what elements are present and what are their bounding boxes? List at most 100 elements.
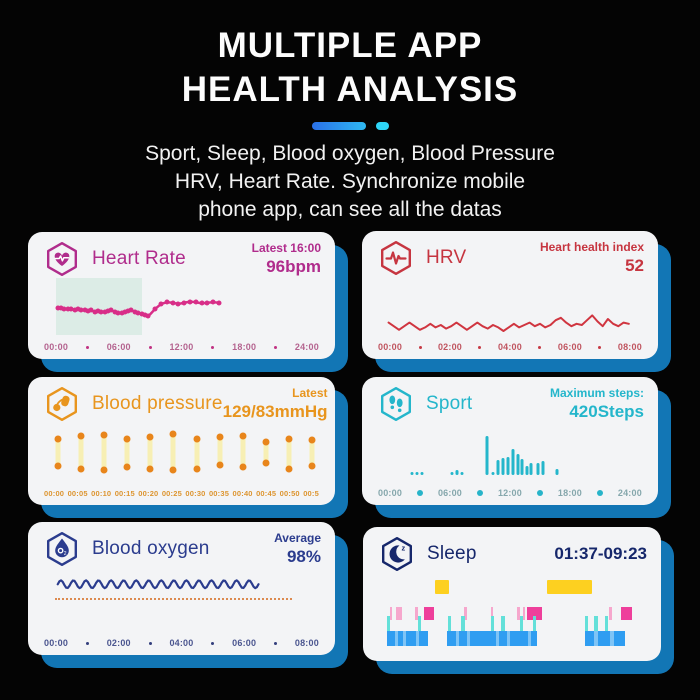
- axis-label: 00:05: [67, 488, 88, 498]
- axis-label: 00:00: [44, 342, 69, 352]
- subtitle-line1: Sport, Sleep, Blood oxygen, Blood Pressu…: [145, 142, 555, 165]
- heart-rate-dot: [88, 307, 94, 313]
- heart-rate-dot: [95, 308, 101, 314]
- heart-rate-dot: [142, 312, 148, 318]
- card-header: Sport Maximum steps: 420Steps: [378, 385, 644, 423]
- card-header: z Sleep 01:37-09:23: [379, 535, 647, 573]
- heart-rate-dot: [78, 307, 84, 313]
- bp-range-bar: [147, 437, 153, 469]
- card-title: Heart Rate: [92, 248, 186, 269]
- bp-dot: [239, 463, 247, 471]
- hrv-icon: [378, 240, 414, 276]
- axis-separator-dot: [476, 490, 483, 496]
- sport-bar: [511, 449, 515, 475]
- axis-label: 00:00: [378, 488, 403, 498]
- heart-rate-dot: [72, 307, 78, 313]
- sleep-deep-streak: [610, 630, 614, 647]
- axis-label: 04:00: [497, 342, 522, 352]
- heart-rate-dot: [68, 306, 74, 312]
- svg-text:2: 2: [64, 551, 67, 557]
- bp-dot: [216, 461, 224, 469]
- heart-rate-dot: [112, 309, 118, 315]
- axis-label: 00:20: [138, 488, 159, 498]
- sleep-deep-streak: [394, 630, 399, 647]
- card-header: 2 Blood oxygen Average 98%: [44, 530, 321, 568]
- underline-bar: [311, 122, 366, 130]
- sleep-rem-block: [621, 606, 632, 620]
- bp-dot: [146, 465, 154, 473]
- header: MULTIPLE APP HEALTH ANALYSIS Sport, Slee…: [0, 24, 700, 224]
- sleep-rem-block: [522, 606, 526, 620]
- heart-rate-dot: [132, 309, 138, 315]
- sport-bar: [541, 460, 545, 475]
- bp-dot: [285, 435, 293, 443]
- axis-label: 08:00: [617, 342, 642, 352]
- sleep-awake-block: [434, 580, 450, 595]
- heart-rate-dot: [105, 308, 111, 314]
- heart-rate-dot: [164, 299, 170, 305]
- stat-value: 01:37-09:23: [554, 544, 647, 564]
- axis-label: 00:40: [232, 488, 253, 498]
- heart-rate-dot: [92, 309, 98, 315]
- sleep-light-line: [533, 615, 537, 634]
- page-title-line1: MULTIPLE APP: [217, 26, 483, 65]
- axis-label: 24:00: [617, 488, 642, 498]
- sleep-light-line: [386, 615, 391, 634]
- stat-label: Maximum steps:: [549, 385, 644, 400]
- axis-label: 12:00: [497, 488, 522, 498]
- sport-bar: [520, 459, 524, 475]
- axis-separator-dot: [211, 641, 215, 645]
- sport-bar: [455, 470, 459, 475]
- bp-dot: [193, 435, 201, 443]
- sport-bar: [450, 472, 454, 475]
- stat-label: Average: [274, 530, 321, 545]
- bp-range-bar: [263, 442, 269, 463]
- sleep-light-line: [585, 615, 589, 634]
- axis-label: 00:00: [378, 342, 403, 352]
- sleep-icon: z: [379, 536, 415, 572]
- hrv-axis: 00:00 02:00 04:00 06:00 08:00: [378, 341, 642, 353]
- bp-dot: [100, 466, 108, 474]
- hrv-chart: [378, 277, 642, 337]
- sleep-deep-block: [386, 630, 429, 647]
- heart-rate-dot: [216, 300, 222, 306]
- axis-label: 00:00: [44, 638, 69, 648]
- subtitle-line2: HRV, Heart Rate. Synchronize mobile: [174, 170, 526, 193]
- card-header: Heart Rate Latest 16:00 96bpm: [44, 240, 321, 278]
- bp-dot: [285, 465, 293, 473]
- sport-bar: [516, 453, 520, 475]
- bp-dot: [123, 435, 131, 443]
- blood-pressure-axis: 00:00 00:05 00:10 00:15 00:20 00:25 00:30 00:35…: [44, 487, 319, 499]
- axis-label: 00:5: [303, 488, 319, 498]
- axis-separator-dot: [148, 641, 152, 645]
- axis-label: 04:00: [169, 638, 194, 648]
- heart-rate-dot: [204, 300, 210, 306]
- heart-rate-dot: [115, 310, 121, 316]
- heart-rate-dot: [135, 310, 141, 316]
- heart-rate-dot: [193, 299, 199, 305]
- sleep-deep-block: [585, 630, 626, 647]
- bp-range-bar: [78, 436, 84, 469]
- stat-value: 129/83mmHg: [222, 401, 328, 421]
- axis-separator-dot: [538, 345, 542, 349]
- blood-oxygen-axis: 00:00 02:00 04:00 06:00 08:00: [44, 637, 319, 649]
- sleep-deep-streak: [527, 630, 532, 647]
- bp-dot: [146, 433, 154, 441]
- sleep-light-line: [417, 615, 421, 634]
- axis-label: 00:45: [256, 488, 277, 498]
- sleep-rem-block: [517, 606, 520, 620]
- axis-label: 02:00: [106, 638, 131, 648]
- card-face: Blood pressure Latest 129/83mmHg 00:00 00…: [28, 377, 335, 505]
- card-face: Heart Rate Latest 16:00 96bpm 00:00 06:00…: [28, 232, 335, 359]
- axis-separator-dot: [85, 641, 89, 645]
- stat-value: 98%: [286, 546, 321, 566]
- bp-dot: [262, 459, 270, 467]
- axis-label: 08:00: [294, 638, 319, 648]
- bp-range-bar: [286, 438, 292, 469]
- bp-dot: [239, 432, 247, 440]
- bp-range-bar: [55, 438, 61, 467]
- sport-bar: [415, 472, 419, 475]
- heart-rate-dot: [125, 308, 131, 314]
- card-header: HRV Heart health index 52: [378, 239, 644, 277]
